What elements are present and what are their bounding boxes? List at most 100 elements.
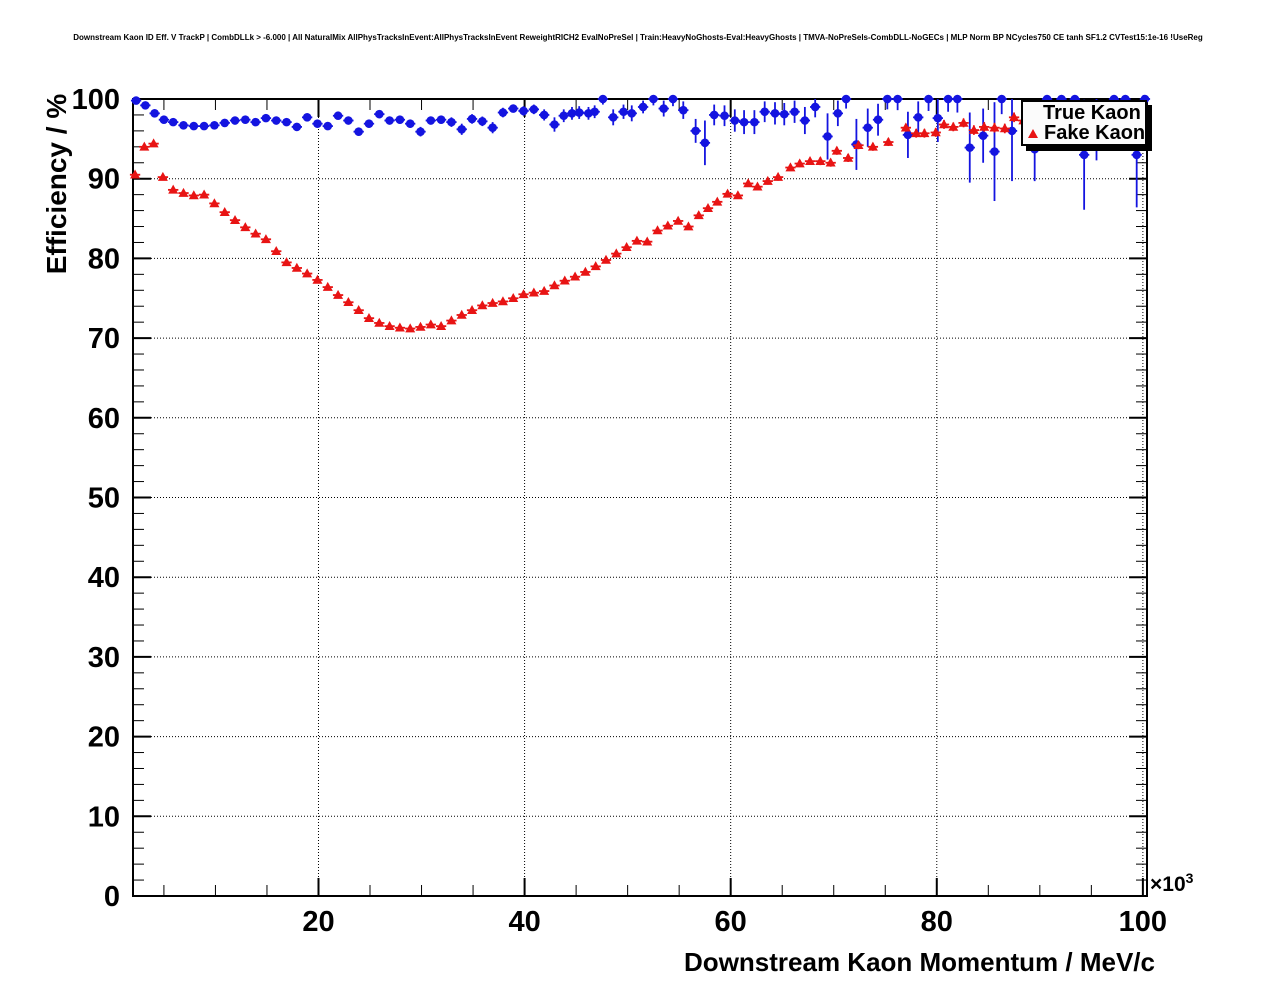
fake-kaon-point <box>168 184 179 194</box>
true-kaon-point <box>997 94 1007 104</box>
true-kaon-point <box>810 102 820 112</box>
true-kaon-point <box>131 96 141 105</box>
fake-kaon-point <box>1009 112 1020 122</box>
true-kaon-point <box>978 131 988 140</box>
true-kaon-point <box>220 118 230 128</box>
true-kaon-point <box>730 116 740 125</box>
true-kaon-point <box>760 107 769 117</box>
fake-kaon-point <box>958 117 969 127</box>
fake-kaon-point <box>722 188 733 198</box>
legend-label-fake-kaon: Fake Kaon <box>1044 122 1146 145</box>
fake-kaon-point <box>815 155 826 165</box>
legend-entry-true-kaon: True Kaon <box>1028 103 1145 123</box>
fake-kaon-point <box>240 222 251 232</box>
true-kaon-point <box>385 116 394 125</box>
true-kaon-point <box>700 138 710 148</box>
fake-kaon-point <box>773 171 784 181</box>
true-kaon-point <box>210 121 219 130</box>
true-kaon-point <box>395 115 405 125</box>
fake-kaon-point <box>712 196 723 206</box>
fake-kaon-point <box>683 221 694 231</box>
true-kaon-point <box>323 121 333 131</box>
true-kaon-point <box>691 126 700 136</box>
fake-kaon-point <box>188 190 199 200</box>
x-tick-label: 100 <box>1119 906 1167 938</box>
true-kaon-point <box>863 123 873 132</box>
true-kaon-point <box>1030 144 1039 154</box>
fake-kaon-point <box>260 234 271 244</box>
true-kaon-point <box>416 127 425 136</box>
true-kaon-point <box>965 143 975 152</box>
fake-kaon-point <box>831 145 842 155</box>
fake-kaon-point <box>762 175 773 185</box>
x-axis-title: Downstream Kaon Momentum / MeV/c <box>684 947 1155 977</box>
fake-kaon-point <box>508 293 519 303</box>
true-kaon-point <box>241 115 250 125</box>
y-tick-labels: 0 10 20 30 40 50 60 70 80 90 100 <box>72 84 120 913</box>
fake-kaon-point <box>343 297 354 307</box>
fake-kaon-marker-icon <box>1028 128 1038 138</box>
true-kaon-point <box>354 127 363 136</box>
fake-kaon-point <box>785 162 796 172</box>
true-kaon-point <box>678 105 688 115</box>
true-kaon-point <box>488 123 497 132</box>
gridlines <box>133 99 1147 896</box>
y-tick-label: 0 <box>104 881 120 913</box>
fake-kaon-point <box>518 289 529 299</box>
fake-kaon-point <box>178 187 189 197</box>
fake-kaon-point <box>271 246 282 256</box>
true-kaon-point <box>447 117 456 127</box>
true-kaon-point <box>933 113 943 123</box>
true-kaon-point <box>344 116 353 125</box>
y-axis-title: Efficiency / % <box>41 93 72 275</box>
true-kaon-point <box>179 121 188 130</box>
y-tick-label: 70 <box>88 323 120 355</box>
fake-kaon-point <box>487 297 498 307</box>
true-kaon-point <box>292 122 302 132</box>
true-kaon-point <box>333 111 343 121</box>
fake-kaon-point <box>363 312 374 322</box>
fake-kaon-point <box>911 128 922 138</box>
true-kaon-point <box>841 94 851 104</box>
y-tick-label: 60 <box>88 403 120 435</box>
true-kaon-point <box>559 111 569 121</box>
fake-kaon-point <box>219 206 230 216</box>
power-exponent: 3 <box>1185 870 1194 886</box>
true-kaon-point <box>302 113 312 122</box>
true-kaon-point <box>478 117 487 126</box>
true-kaon-point <box>189 121 199 131</box>
fake-kaon-point <box>199 189 210 199</box>
fake-kaon-point <box>230 214 241 224</box>
plot-header-title: Downstream Kaon ID Eff. V TrackP | CombD… <box>73 33 1203 42</box>
true-kaon-point <box>550 120 559 129</box>
fake-kaon-point <box>436 320 447 330</box>
true-kaon-point <box>1132 150 1141 160</box>
fake-kaon-point <box>642 236 653 246</box>
true-kaon-point <box>271 116 281 125</box>
true-kaon-point <box>590 107 599 117</box>
true-kaon-point <box>720 111 729 121</box>
legend-entry-fake-kaon: Fake Kaon <box>1028 123 1145 143</box>
true-kaon-point <box>800 116 810 125</box>
fake-kaon-point <box>900 122 911 132</box>
y-tick-label: 40 <box>88 562 120 594</box>
true-kaon-point <box>649 94 658 104</box>
true-kaon-point <box>739 117 749 127</box>
true-kaon-point <box>567 109 577 118</box>
fake-kaon-point <box>291 262 302 272</box>
true-kaon-point <box>498 108 508 117</box>
true-kaon-point <box>168 117 178 127</box>
true-kaon-point <box>261 113 271 123</box>
true-kaon-point <box>770 109 780 118</box>
fake-kaon-point <box>580 266 591 276</box>
fake-kaon-point <box>374 317 385 327</box>
true-kaon-point <box>750 117 759 127</box>
fake-kaon-point <box>979 121 990 131</box>
fake-kaon-point <box>497 296 508 306</box>
fake-kaon-point <box>209 198 220 208</box>
fake-kaon-point <box>853 140 864 150</box>
true-kaon-point <box>627 109 637 118</box>
fake-kaon-point <box>157 171 168 181</box>
fake-kaon-point <box>148 138 159 148</box>
y-tick-label: 50 <box>88 483 120 515</box>
